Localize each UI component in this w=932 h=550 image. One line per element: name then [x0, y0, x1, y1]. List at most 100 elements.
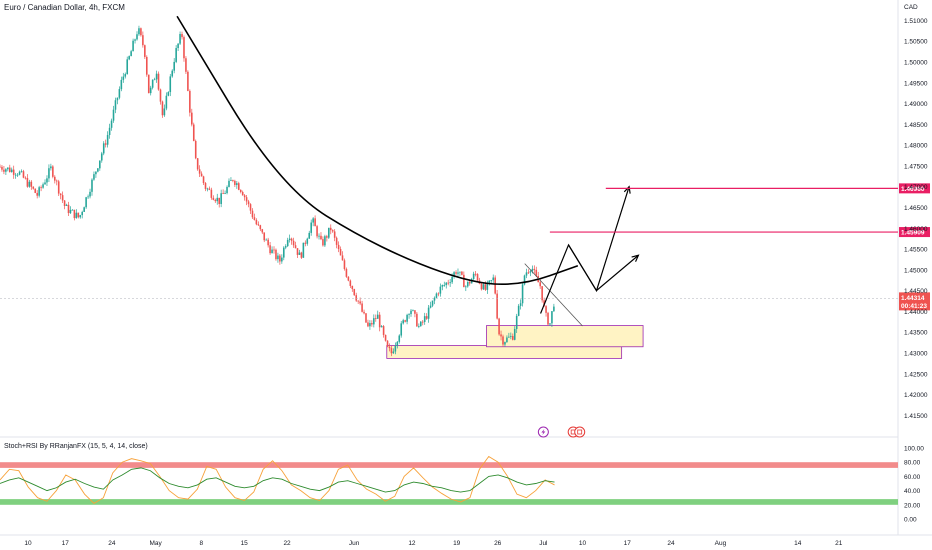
candle-body: [380, 326, 383, 328]
candle-body: [259, 225, 262, 230]
candle-body: [547, 312, 549, 325]
price-tick-label: 1.42000: [904, 392, 928, 399]
candle-body: [365, 313, 367, 323]
candle-body: [408, 314, 410, 315]
candle-body: [308, 232, 311, 239]
candle-body: [359, 301, 361, 304]
candle-body: [95, 171, 97, 175]
candle-body: [183, 37, 185, 59]
indicator-tick-label: 100.00: [904, 446, 924, 453]
candle-body: [234, 180, 236, 185]
candle-body: [69, 209, 72, 214]
countdown-label: 00:41:23: [901, 303, 927, 310]
candle-body: [286, 239, 289, 247]
event-markers: [537, 426, 586, 438]
candle-body: [273, 249, 275, 251]
candle-body: [112, 109, 115, 121]
time-axis: 10 17 24 May 8 15 22 Jun 12 19 26 Jul 10 17 24 Aug 14 21: [24, 540, 842, 547]
time-tick-label: May: [150, 540, 163, 547]
candle-body: [279, 255, 281, 262]
candle-body: [26, 177, 29, 187]
projection-arrow-right-head: [631, 254, 640, 262]
candle-body: [167, 92, 170, 96]
candle-body: [0, 166, 1, 168]
candle-body: [484, 284, 487, 290]
candle-body: [435, 293, 438, 298]
oversold-band: [0, 499, 898, 505]
candle-body: [232, 180, 234, 181]
level-price-tag: [899, 183, 930, 194]
candle-body: [284, 246, 287, 248]
indicator-tick-label: 20.00: [904, 502, 921, 509]
candle-body: [353, 289, 356, 296]
candle-body: [63, 200, 66, 206]
candle-body: [136, 34, 138, 40]
candle-body: [163, 108, 166, 116]
current-price-label: 1.44314: [901, 295, 925, 302]
candle-body: [206, 188, 209, 190]
candle-body: [52, 166, 54, 177]
candle-body: [421, 321, 424, 323]
candle-body: [294, 245, 297, 249]
candle-body: [236, 183, 238, 185]
candle-body: [418, 326, 420, 327]
candle-body: [300, 252, 303, 258]
candle-body: [147, 74, 150, 94]
candle-body: [239, 189, 242, 192]
candle-body: [414, 310, 416, 314]
candle-body: [486, 282, 489, 290]
candle-body: [128, 56, 130, 60]
candle-body: [337, 244, 340, 249]
candle-body: [247, 201, 250, 205]
candle-body: [110, 120, 113, 128]
indicator-title: Stoch+RSI By RRanjanFX (15, 5, 4, 14, cl…: [4, 443, 148, 450]
level-price-label: 1.45909: [901, 230, 925, 237]
candle-body: [347, 276, 350, 281]
candle-body: [480, 283, 483, 290]
candle-body: [263, 232, 266, 241]
candle-body: [392, 351, 395, 354]
candle-body: [181, 33, 183, 38]
candle-body: [97, 168, 99, 172]
candle-body: [533, 268, 536, 270]
candle-body: [36, 192, 38, 196]
candle-body: [130, 51, 132, 57]
candle-body: [257, 224, 260, 226]
candle-body: [545, 306, 547, 313]
time-tick-label: 24: [667, 540, 675, 547]
candle-body: [5, 169, 7, 172]
candle-body: [320, 235, 322, 240]
candle-body: [404, 320, 406, 322]
candle-body: [71, 209, 74, 211]
candle-body: [140, 28, 142, 36]
candle-body: [384, 334, 387, 341]
candle-body: [282, 247, 285, 258]
candle-body: [302, 242, 305, 258]
price-axis: 1.51000 1.50500 1.50000 1.49500 1.49000 1.485…: [904, 4, 928, 524]
candle-body: [241, 191, 244, 196]
projection-arrow-right: [568, 244, 639, 292]
candle-body: [449, 282, 451, 284]
candle-body: [406, 314, 408, 322]
price-tick-label: 1.48500: [904, 122, 928, 129]
time-tick-label: 21: [835, 540, 843, 547]
candle-body: [165, 95, 168, 109]
candle-body: [431, 300, 434, 306]
candle-body: [371, 323, 373, 325]
candle-body: [328, 227, 330, 238]
rounding-bottom-curve: [176, 15, 579, 286]
candle-body: [108, 127, 111, 136]
candle-body: [463, 274, 465, 288]
candle-body: [419, 321, 422, 327]
candle-body: [474, 273, 477, 275]
candle-body: [169, 76, 172, 93]
candle-body: [500, 334, 502, 337]
candle-body: [339, 248, 342, 256]
candle-body: [104, 143, 107, 145]
candle-body: [16, 174, 19, 176]
candle-body: [312, 218, 314, 223]
candle-body: [376, 314, 379, 319]
candle-body: [453, 272, 455, 277]
candle-body: [314, 218, 316, 227]
